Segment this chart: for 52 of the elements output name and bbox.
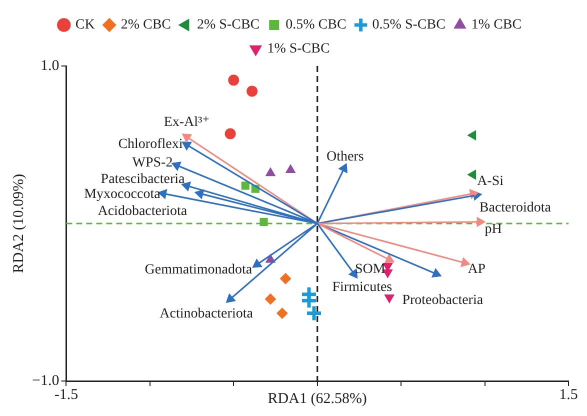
y-tick-label: 1.0 — [40, 58, 60, 74]
annotation: Actinobacteriota — [160, 306, 254, 322]
point — [246, 86, 258, 97]
point — [226, 294, 236, 303]
point — [224, 128, 236, 140]
point — [172, 162, 182, 171]
point — [338, 163, 348, 174]
annotation: Myxococcota — [84, 186, 162, 202]
point — [182, 134, 192, 142]
x-axis-title: RDA1 (62.58%) — [268, 390, 367, 407]
point — [468, 170, 476, 180]
point — [264, 294, 276, 305]
legend-label: 0.5% CBC — [286, 18, 346, 33]
annotation: Others — [326, 150, 364, 165]
annotation: Acidobacteriota — [98, 204, 188, 219]
point — [432, 268, 442, 278]
annotation: pH — [484, 222, 502, 238]
annotation: Firmicutes — [332, 280, 392, 296]
legend-label: 0.5% S-CBC — [372, 18, 446, 33]
annotation: A-Si — [477, 174, 504, 189]
point — [181, 182, 191, 192]
annotation: Proteobacteria — [402, 293, 484, 308]
annotation: SOM — [354, 262, 386, 277]
legend-label: 2% S-CBC — [197, 18, 260, 33]
x-tick-label: 1.5 — [559, 386, 578, 403]
point — [266, 168, 276, 176]
legend-label: CK — [75, 18, 95, 33]
point — [476, 217, 486, 227]
y-axis-title: RDA2 (10.09%) — [10, 174, 27, 274]
x-tick-label: -1.5 — [54, 386, 78, 403]
point — [260, 218, 268, 226]
annotation: Bacteroidota — [479, 200, 552, 216]
annotation: Patescibacteria — [100, 172, 186, 187]
annotation: AP — [468, 262, 486, 278]
annotation: Gemmatimonadota — [144, 262, 253, 278]
point — [384, 254, 394, 263]
point — [194, 190, 204, 199]
legend-label: 2% CBC — [120, 18, 172, 33]
point — [305, 304, 323, 322]
point — [241, 182, 250, 190]
y-tick-label: −1.0 — [32, 372, 60, 389]
point — [280, 273, 292, 284]
point — [228, 74, 240, 86]
legend-label: 1% CBC — [471, 18, 522, 33]
legend-label: 1% S-CBC — [267, 42, 330, 57]
point — [252, 258, 262, 268]
point — [182, 142, 192, 150]
annotation: Ex-Al³⁺ — [164, 115, 210, 130]
point — [468, 130, 476, 140]
annotation: Chloroflexi — [118, 136, 183, 152]
point — [276, 308, 288, 319]
annotation: WPS-2 — [132, 155, 173, 170]
